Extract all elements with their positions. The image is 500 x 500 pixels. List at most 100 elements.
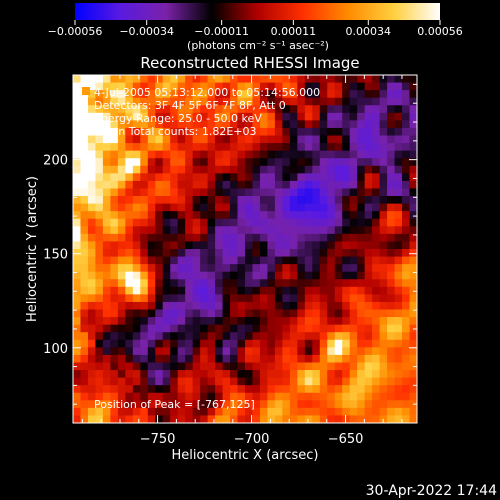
heatmap-cell xyxy=(267,362,276,371)
heatmap-cell xyxy=(117,407,126,417)
heatmap-cell xyxy=(252,264,261,273)
heatmap-cell xyxy=(379,324,388,333)
heatmap-cell xyxy=(207,309,216,318)
heatmap-cell xyxy=(230,264,239,273)
heatmap-cell xyxy=(177,415,186,423)
heatmap-cell xyxy=(185,400,194,409)
heatmap-cell xyxy=(192,271,201,280)
heatmap-cell xyxy=(394,354,403,364)
heatmap-cell xyxy=(102,339,111,348)
heatmap-cell xyxy=(110,392,119,401)
heatmap-cell xyxy=(349,400,358,409)
heatmap-cell xyxy=(259,196,269,205)
heatmap-cell xyxy=(207,226,216,235)
heatmap-cell xyxy=(87,203,97,212)
heatmap-cell xyxy=(110,188,119,197)
heatmap-cell xyxy=(80,218,89,227)
heatmap-cell xyxy=(222,256,231,265)
heatmap-cell xyxy=(95,188,104,197)
heatmap-cell xyxy=(274,105,283,114)
heatmap-cell xyxy=(117,249,126,258)
heatmap-cell xyxy=(409,135,417,144)
heatmap-cell xyxy=(237,105,246,114)
heatmap-cell xyxy=(222,339,231,348)
heatmap-cell xyxy=(334,82,343,91)
heatmap-cell xyxy=(379,339,388,348)
heatmap-cell xyxy=(289,82,298,91)
heatmap-cell xyxy=(334,218,343,227)
heatmap-cell xyxy=(222,112,231,121)
heatmap-cell xyxy=(357,241,366,250)
heatmap-cell xyxy=(394,90,403,99)
heatmap-cell xyxy=(237,241,246,250)
heatmap-cell xyxy=(387,370,396,379)
heatmap-cell xyxy=(177,354,186,364)
heatmap-cell xyxy=(402,75,411,84)
heatmap-cell xyxy=(207,377,216,386)
heatmap-cell xyxy=(140,97,149,106)
heatmap-cell xyxy=(222,120,231,129)
heatmap-cell xyxy=(200,400,209,409)
heatmap-cell xyxy=(409,150,417,159)
heatmap-cell xyxy=(140,218,149,227)
heatmap-cell xyxy=(140,75,149,84)
heatmap-cell xyxy=(387,362,396,371)
heatmap-cell xyxy=(252,249,261,258)
heatmap-cell xyxy=(289,211,298,220)
heatmap-cell xyxy=(132,264,141,273)
heatmap-cell xyxy=(73,317,82,326)
heatmap-cell xyxy=(80,97,89,106)
heatmap-cell xyxy=(237,271,246,280)
heatmap-cell xyxy=(394,135,403,144)
heatmap-cell xyxy=(267,158,276,167)
heatmap-cell xyxy=(110,362,119,371)
heatmap-cell xyxy=(297,196,306,205)
heatmap-cell xyxy=(155,211,164,220)
heatmap-cell xyxy=(402,143,411,152)
heatmap-cell xyxy=(364,407,373,417)
heatmap-cell xyxy=(140,226,149,235)
heatmap-cell xyxy=(364,82,373,91)
heatmap-cell xyxy=(125,127,134,137)
heatmap-cell xyxy=(95,301,104,311)
heatmap-cell xyxy=(267,233,276,243)
heatmap-cell xyxy=(252,188,261,197)
heatmap-cell xyxy=(125,317,134,326)
heatmap-cell xyxy=(297,407,306,417)
heatmap-cell xyxy=(147,317,156,326)
heatmap-cell xyxy=(177,256,186,265)
heatmap-cell xyxy=(297,233,306,243)
heatmap-cell xyxy=(230,211,239,220)
heatmap-cell xyxy=(207,188,216,197)
heatmap-cell xyxy=(357,90,366,99)
heatmap-cell xyxy=(364,286,373,295)
heatmap-cell xyxy=(132,339,141,348)
heatmap-cell xyxy=(319,196,328,205)
heatmap-cell xyxy=(394,180,403,190)
heatmap-cell xyxy=(364,188,373,197)
heatmap-cell xyxy=(215,392,224,401)
heatmap-cell xyxy=(230,407,239,417)
heatmap-cell xyxy=(73,415,82,423)
heatmap-cell xyxy=(73,279,82,288)
heatmap-cell xyxy=(125,143,134,152)
heatmap-cell xyxy=(274,97,283,106)
heatmap-cell xyxy=(230,271,239,280)
heatmap-cell xyxy=(267,226,276,235)
heatmap-cell xyxy=(394,97,403,106)
heatmap-cell xyxy=(372,324,381,333)
heatmap-cell xyxy=(357,264,366,273)
heatmap-cell xyxy=(312,196,321,205)
heatmap-cell xyxy=(102,188,111,197)
heatmap-cell xyxy=(357,75,366,84)
heatmap-cell xyxy=(162,279,171,288)
heatmap-cell xyxy=(349,377,358,386)
heatmap-cell xyxy=(245,324,254,333)
heatmap-cell xyxy=(237,97,246,106)
heatmap-cell xyxy=(170,233,179,243)
heatmap-cell xyxy=(282,105,291,114)
heatmap-cell xyxy=(170,317,179,326)
heatmap-cell xyxy=(200,143,209,152)
heatmap-cell xyxy=(80,385,89,394)
heatmap-cell xyxy=(252,165,261,174)
